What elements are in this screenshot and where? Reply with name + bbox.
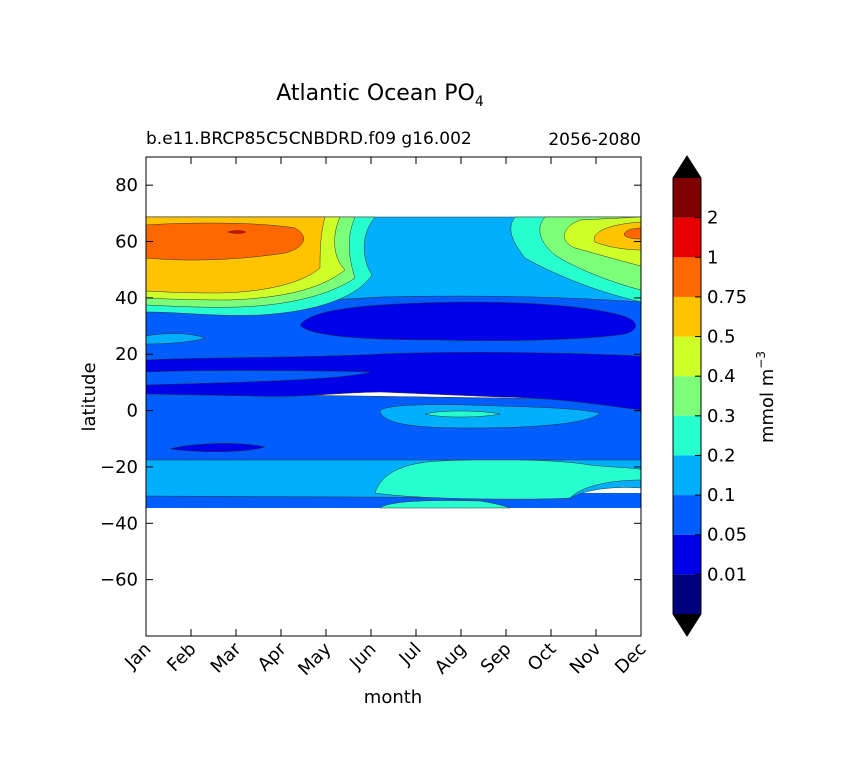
x-tick-label: May	[294, 638, 335, 679]
x-tick-label: Jan	[120, 639, 155, 674]
y-tick-label: −20	[100, 457, 138, 478]
plot-frame	[145, 156, 642, 637]
colorbar-segment	[673, 415, 701, 456]
x-tick-label: Dec	[611, 639, 650, 678]
patch-east-1	[624, 227, 641, 240]
x-tick-label: Oct	[524, 639, 561, 676]
colorbar-level-label: 1	[707, 247, 718, 268]
x-axis-label: month	[364, 687, 422, 708]
patch-subtropical-west	[146, 333, 206, 345]
patch-south-0.2	[379, 500, 511, 509]
chart-subtitle-left: b.e11.BRCP85C5CNBDRD.f09 g16.002	[146, 129, 472, 149]
colorbar-segment	[673, 376, 701, 416]
colorbar-segment	[673, 336, 701, 377]
y-tick-label: −40	[100, 513, 138, 534]
colorbar-level-label: 2	[707, 208, 718, 229]
patch-equatorial-0.2	[424, 410, 501, 418]
colorbar-level-label: 0.05	[707, 525, 747, 546]
patch-winter-2	[227, 230, 247, 234]
patch-south-0.3	[374, 459, 641, 500]
y-tick-label: 80	[115, 175, 138, 196]
colorbar-level-label: 0.2	[707, 445, 736, 466]
contour-field	[146, 216, 641, 509]
y-tick-label: −60	[100, 570, 138, 591]
x-tick-label: Mar	[207, 638, 246, 677]
y-tick-label: 40	[115, 288, 138, 309]
y-tick-label: 0	[127, 401, 138, 422]
colorbar-level-label: 0.4	[707, 366, 736, 387]
colorbar-extend-under	[673, 614, 701, 636]
colorbar-outline	[672, 155, 702, 637]
colorbar-segment	[673, 178, 701, 218]
y-tick-label: 60	[115, 232, 138, 253]
patch-north-tropical-0.05	[146, 370, 371, 386]
x-tick-label: Jun	[345, 639, 380, 674]
patch-equatorial-low	[169, 443, 266, 453]
colorbar-label: mmol m−3	[754, 351, 778, 443]
colorbar-segment	[673, 257, 701, 297]
x-tick-label: Feb	[163, 639, 200, 676]
colorbar-segment	[673, 574, 701, 614]
colorbar: 0.01 0.05 0.1 0.2 0.3 0.4 0.5 0.75 1 2	[672, 155, 747, 637]
chart-subtitle-right: 2056-2080	[548, 130, 641, 150]
y-tick-label: 20	[115, 344, 138, 365]
y-axis-label: latitude	[79, 362, 100, 431]
colorbar-level-label: 0.75	[707, 287, 747, 308]
chart-title: Atlantic Ocean PO4	[276, 81, 484, 110]
x-tick-label: Jul	[395, 639, 426, 670]
colorbar-extend-over	[673, 156, 701, 178]
patch-subtropical-0.05	[299, 301, 636, 341]
colorbar-segment	[673, 495, 701, 535]
x-tick-label: Nov	[566, 638, 606, 678]
colorbar-segment	[673, 534, 701, 575]
colorbar-segment	[673, 455, 701, 496]
colorbar-level-label: 0.01	[707, 564, 747, 585]
y-axis: 80 60 40 20 0 −20 −40 −60	[100, 175, 641, 591]
patch-east-0.75	[594, 221, 641, 251]
colorbar-level-label: 0.1	[707, 485, 736, 506]
colorbar-level-label: 0.5	[707, 327, 736, 348]
patch-equatorial-0.1	[379, 404, 601, 429]
x-tick-label: Sep	[477, 639, 516, 678]
colorbar-level-label: 0.3	[707, 406, 736, 427]
x-tick-label: Aug	[431, 639, 471, 679]
colorbar-segment	[673, 296, 701, 337]
x-tick-label: Apr	[254, 638, 291, 675]
patch-winter-1	[146, 222, 304, 261]
colorbar-segment	[673, 217, 701, 258]
